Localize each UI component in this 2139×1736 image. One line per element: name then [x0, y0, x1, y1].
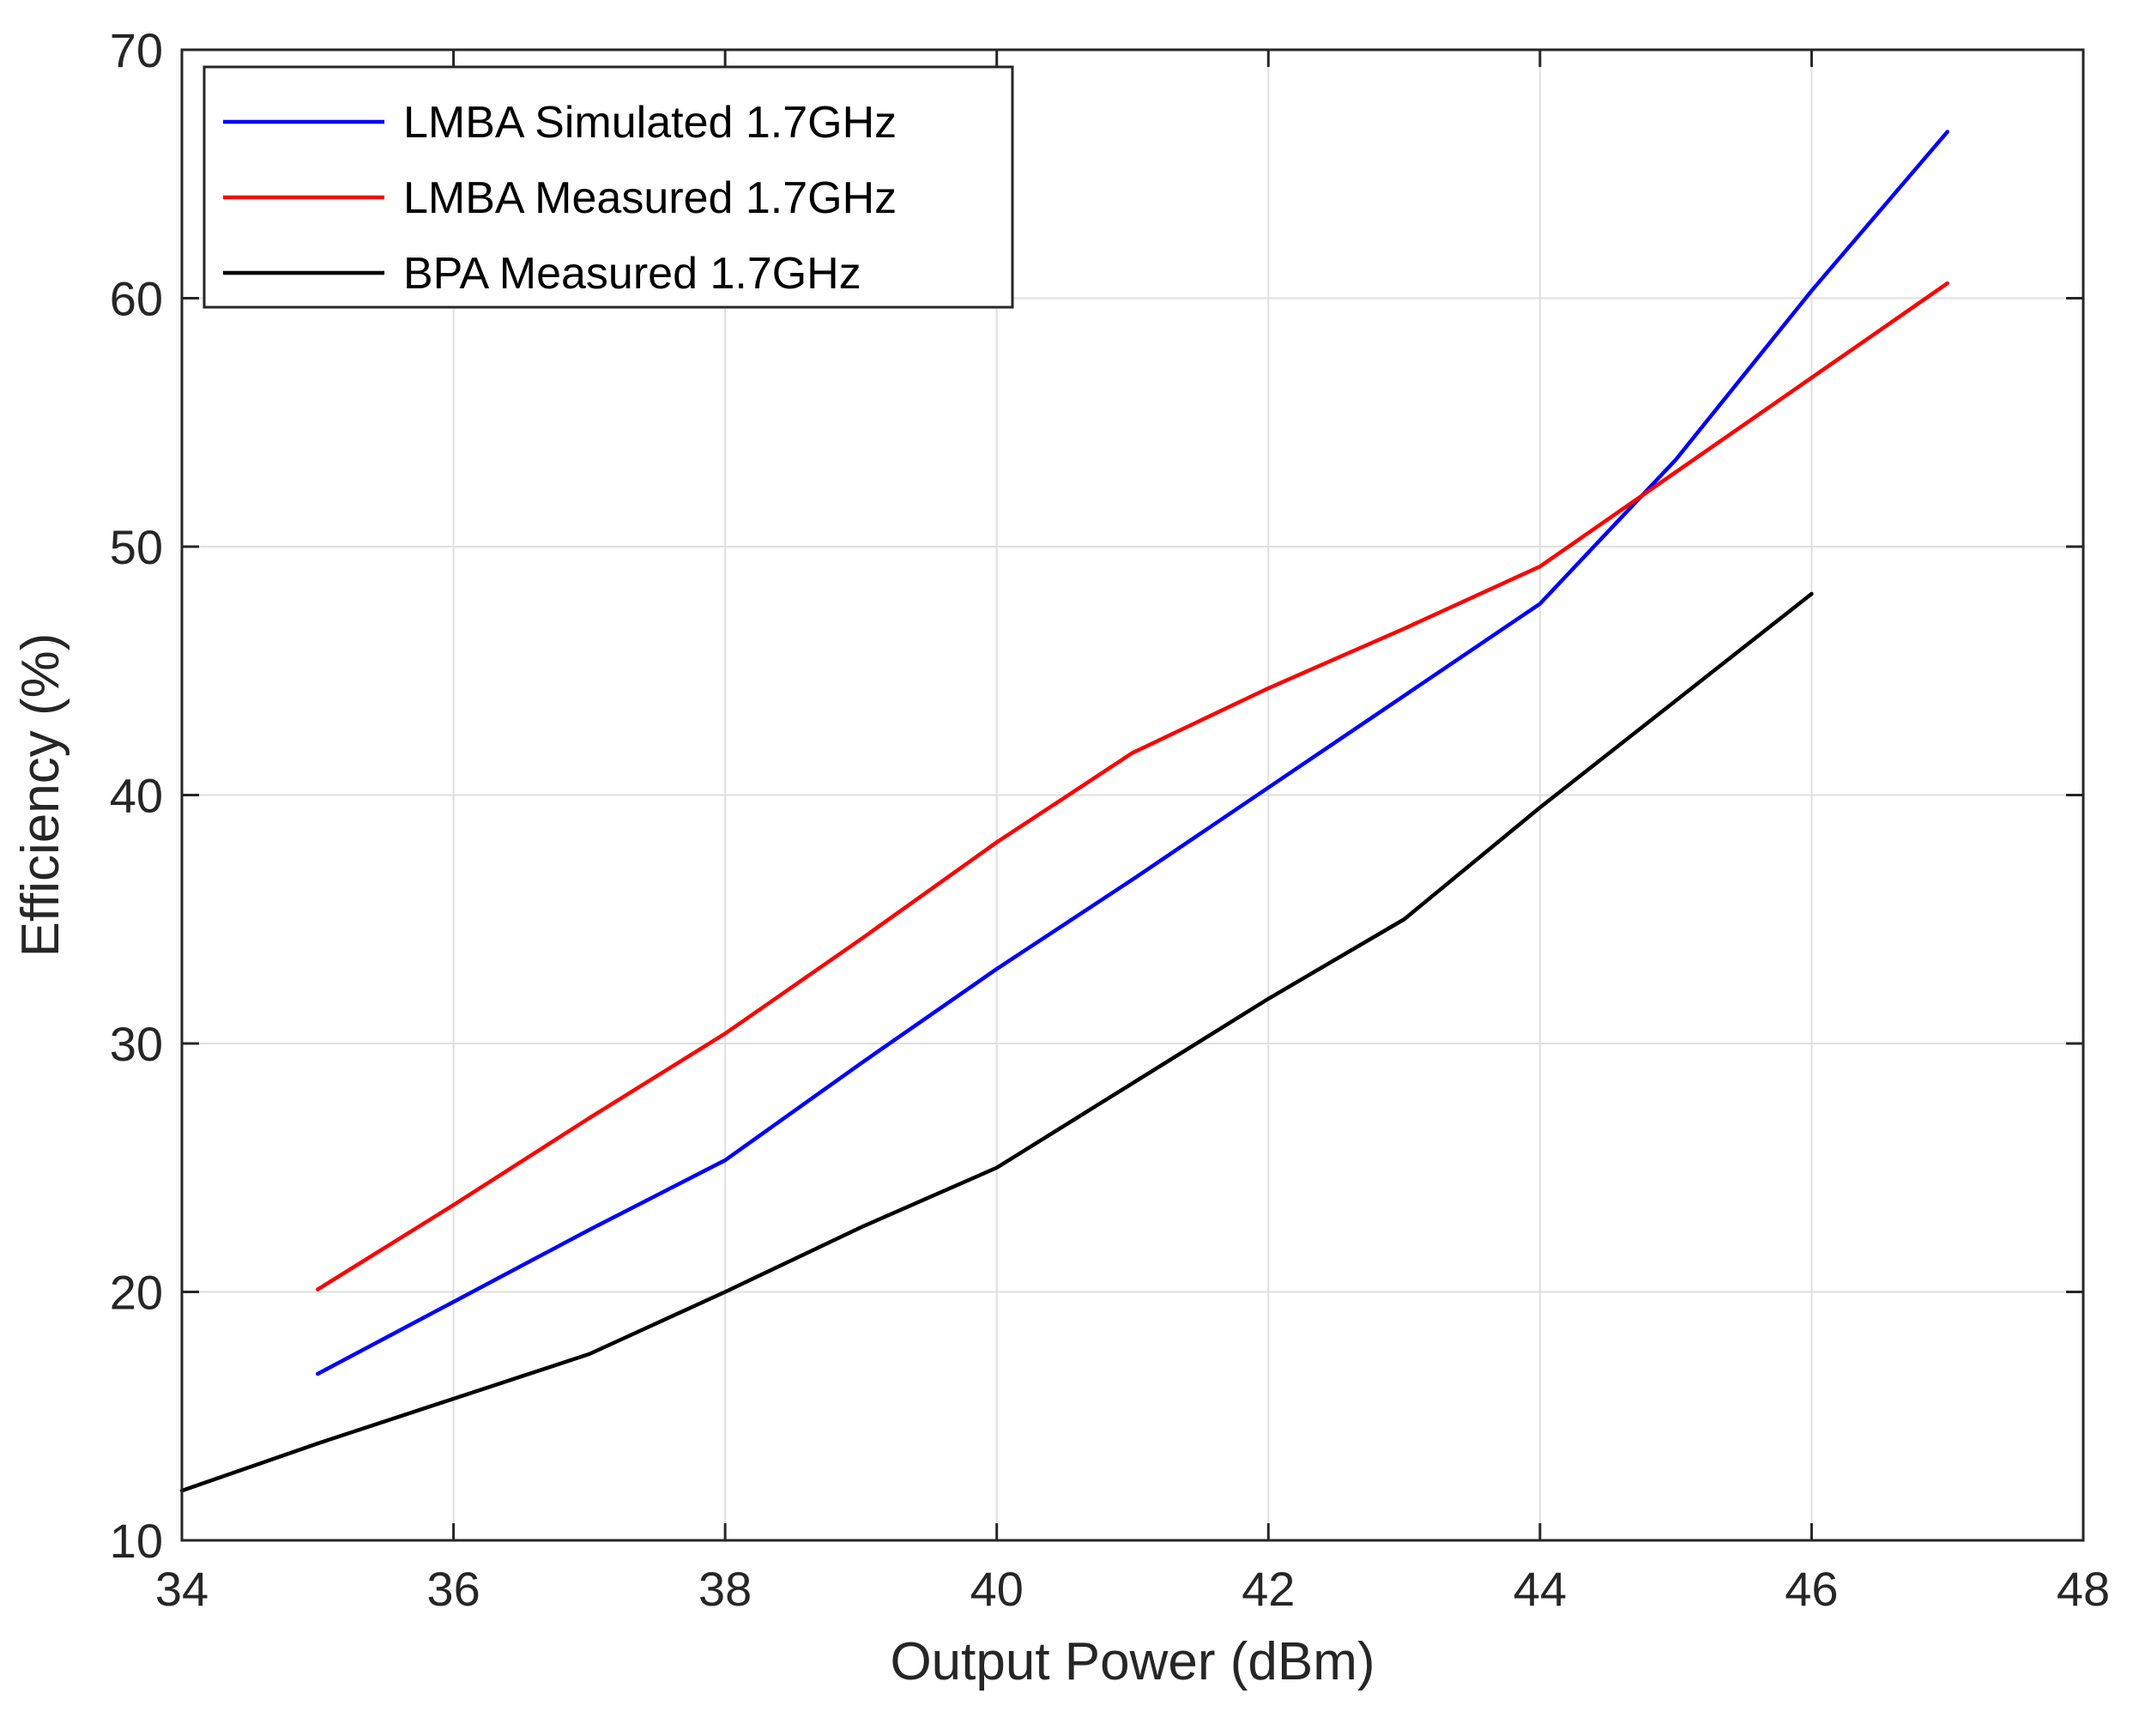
y-tick-label: 20: [110, 1266, 163, 1320]
x-tick-label: 34: [155, 1562, 208, 1616]
y-tick-label: 40: [110, 769, 163, 823]
x-tick-label: 44: [1514, 1562, 1567, 1616]
legend: LMBA Simulated 1.7GHz LMBA Measured 1.7GH…: [202, 65, 1014, 309]
x-tick-label: 40: [970, 1562, 1024, 1616]
x-tick-label: 38: [698, 1562, 752, 1616]
legend-entry-0: LMBA Simulated 1.7GHz: [403, 98, 897, 148]
ticks: [180, 48, 2085, 1542]
x-tick-label: 42: [1242, 1562, 1295, 1616]
series-line-2: [179, 591, 1814, 1493]
legend-entry-1: LMBA Measured 1.7GHz: [403, 173, 897, 223]
x-tick-label: 46: [1785, 1562, 1838, 1616]
series-line-0: [316, 130, 1949, 1376]
legend-box: [202, 65, 1014, 309]
y-tick-label: 50: [110, 520, 163, 574]
x-axis-label: Output Power (dBm): [890, 1632, 1375, 1691]
y-tick-label: 10: [110, 1514, 163, 1568]
tick-labels: 34 36 38 40 42 44 46 48 10 20 30 40 50 60 70: [110, 23, 2110, 1616]
y-tick-label: 30: [110, 1017, 163, 1071]
x-tick-label: 48: [2057, 1562, 2110, 1616]
x-tick-label: 36: [426, 1562, 480, 1616]
y-axis-label: Efficiency (%): [11, 633, 70, 958]
series-group: [179, 130, 1949, 1493]
series-line-1: [316, 281, 1949, 1291]
legend-entry-2: BPA Measured 1.7GHz: [403, 249, 861, 299]
y-tick-label: 60: [110, 272, 163, 326]
y-tick-label: 70: [110, 23, 163, 77]
